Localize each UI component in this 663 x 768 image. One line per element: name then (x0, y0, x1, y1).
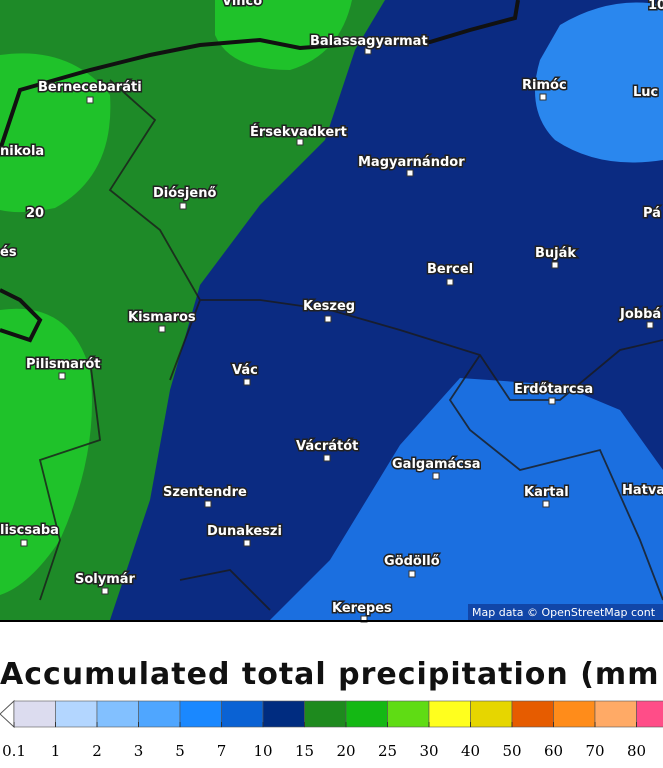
color-segment (138, 700, 181, 728)
place-marker (324, 315, 332, 323)
place-label: Pá (643, 206, 661, 221)
place-label: Hatva (622, 483, 663, 498)
color-segment (345, 700, 388, 728)
place-marker (86, 96, 94, 104)
legend-tick-label: 15 (295, 742, 314, 760)
place-label: Diósjenő (153, 186, 216, 201)
place-label: Vác (232, 363, 258, 378)
color-segment (221, 700, 264, 728)
place-marker (243, 539, 251, 547)
legend-tick-label: 30 (419, 742, 438, 760)
place-marker (296, 138, 304, 146)
place-marker (364, 47, 372, 55)
place-marker (542, 500, 550, 508)
place-marker (204, 500, 212, 508)
place-marker (58, 372, 66, 380)
color-segment (511, 700, 554, 728)
place-label: Keszeg (303, 299, 355, 314)
place-label: Szentendre (163, 485, 247, 500)
place-label: Vinco (222, 0, 262, 9)
place-label: Galgamácsa (392, 457, 481, 472)
color-segment (470, 700, 513, 728)
place-marker (548, 397, 556, 405)
legend-tick-label: 5 (175, 742, 185, 760)
color-segment (55, 700, 98, 728)
region-light-green (0, 308, 92, 595)
legend-tick-label: 40 (461, 742, 480, 760)
place-label: Bercel (427, 262, 473, 277)
region-light-green (0, 53, 111, 213)
place-marker (323, 454, 331, 462)
color-segment (262, 700, 305, 728)
legend-tick-label: 50 (502, 742, 521, 760)
color-segment (304, 700, 347, 728)
place-label: Solymár (75, 572, 136, 587)
place-label: Magyarnándor (358, 155, 465, 170)
place-label: liscsaba (0, 523, 59, 538)
place-label: Buják (535, 246, 576, 261)
attribution-bg (468, 604, 663, 620)
color-segment (594, 700, 637, 728)
color-segment (96, 700, 139, 728)
legend-tick-label: 3 (134, 742, 144, 760)
place-marker (551, 261, 559, 269)
color-segment (387, 700, 430, 728)
color-segment (636, 700, 663, 728)
place-label: Jobbá (619, 307, 661, 322)
place-marker (158, 325, 166, 333)
place-label: Erdőtarcsa (514, 382, 593, 397)
place-marker (408, 570, 416, 578)
place-label: Balassagyarmat (310, 34, 428, 49)
district-border (38, 79, 663, 611)
place-label: Érsekvadkert (250, 124, 347, 140)
legend-tick-label: 2 (92, 742, 102, 760)
attribution: Map data © OpenStreetMap cont (472, 606, 656, 619)
place-label: Bernecebaráti (38, 80, 142, 95)
place-label: Luc (633, 85, 658, 100)
legend-tick-label: 10 (253, 742, 272, 760)
place-label: Pilismarót (26, 357, 101, 372)
color-segment (428, 700, 471, 728)
region-light-green (215, 0, 352, 70)
place-marker (20, 539, 28, 547)
place-label: Kerepes (332, 601, 392, 616)
contour-label: 10 (648, 0, 663, 13)
legend-tick-label: 0.1 (2, 742, 26, 760)
place-label: nikola (0, 144, 44, 159)
place-marker (646, 321, 654, 329)
place-marker (243, 378, 251, 386)
place-label: Gödöllő (384, 554, 440, 569)
country-border (0, 288, 43, 343)
place-marker (446, 278, 454, 286)
place-marker (101, 587, 109, 595)
place-label: Rimóc (522, 78, 567, 93)
legend-tick-label: 80 (627, 742, 646, 760)
country-border (0, 0, 520, 151)
contour-label: 20 (26, 206, 44, 221)
place-label: és (0, 245, 17, 260)
legend-tick-label: 7 (217, 742, 227, 760)
legend-title: Accumulated total precipitation (mm (0, 657, 659, 692)
region-blue (270, 378, 663, 620)
place-marker (179, 202, 187, 210)
color-segment (179, 700, 222, 728)
place-marker (406, 169, 414, 177)
legend-tick-label: 60 (544, 742, 563, 760)
color-segment (13, 700, 56, 728)
place-label: Dunakeszi (207, 524, 282, 539)
place-label: Kartal (524, 485, 569, 500)
legend-tick-label: 1 (51, 742, 61, 760)
place-label: Kismaros (128, 310, 196, 325)
legend-arrow (0, 699, 15, 729)
region-light-blue (535, 2, 663, 163)
legend-tick-label: 70 (585, 742, 604, 760)
color-segment (553, 700, 596, 728)
place-label: Vácrátót (296, 439, 358, 454)
legend-tick-label: 20 (336, 742, 355, 760)
place-marker (432, 472, 440, 480)
place-marker (539, 93, 547, 101)
legend-tick-label: 25 (378, 742, 397, 760)
